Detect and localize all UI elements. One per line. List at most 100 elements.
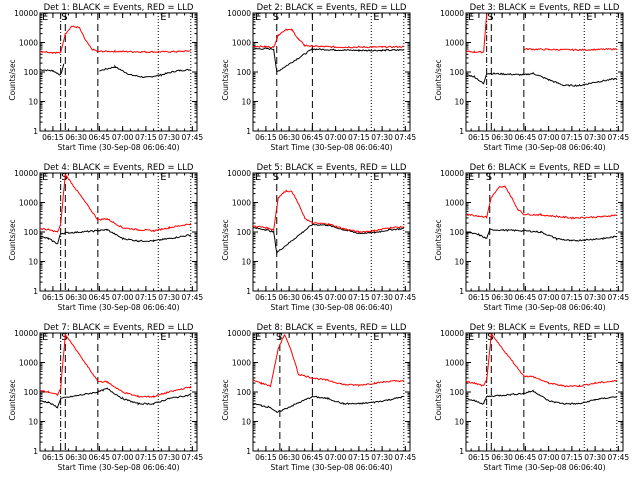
x-tick-label: 06:30 — [65, 133, 87, 142]
x-tick-label: 07:00 — [112, 453, 134, 462]
interval-marker: S — [273, 12, 279, 23]
y-axis-title: Counts/sec — [221, 219, 230, 260]
x-tick-label: 06:30 — [65, 453, 87, 462]
x-tick-label: 06:15 — [255, 453, 277, 462]
x-tick-label: 06:45 — [302, 133, 324, 142]
x-tick-label: 06:30 — [491, 133, 513, 142]
x-tick-label: 06:15 — [42, 453, 64, 462]
y-tick-label: 1 — [246, 127, 251, 136]
series-lld-line — [39, 25, 191, 54]
x-tick-label: 07:15 — [561, 133, 583, 142]
panel-title: Det 8: BLACK = Events, RED = LLD — [257, 323, 407, 333]
y-tick-label: 100 — [450, 388, 465, 397]
x-tick-label: 07:45 — [608, 293, 630, 302]
y-axis-title: Counts/sec — [434, 219, 443, 260]
x-tick-label: 06:45 — [515, 453, 537, 462]
x-tick-label: 07:45 — [395, 133, 417, 142]
x-tick-label: 07:30 — [584, 293, 606, 302]
x-tick-label: 07:00 — [538, 293, 560, 302]
interval-marker: E — [373, 12, 379, 23]
interval-marker: S — [486, 172, 492, 183]
x-tick-label: 06:30 — [278, 453, 300, 462]
y-tick-label: 10 — [241, 258, 251, 267]
series-events-line — [252, 46, 405, 73]
x-tick-label: 06:30 — [65, 293, 87, 302]
y-tick-label: 100 — [237, 228, 252, 237]
x-tick-label: 06:15 — [468, 453, 490, 462]
series-events-line — [252, 394, 404, 413]
x-tick-label: 06:30 — [491, 453, 513, 462]
y-axis-title: Counts/sec — [8, 219, 17, 260]
x-tick-label: 07:15 — [348, 133, 370, 142]
y-tick-label: 1 — [459, 127, 464, 136]
y-tick-label: 10 — [28, 418, 38, 427]
series-lld-line — [253, 334, 404, 388]
series-lld-line — [465, 185, 617, 221]
series-events-line — [39, 387, 192, 409]
y-tick-label: 10000 — [14, 169, 38, 178]
y-tick-label: 1 — [33, 287, 38, 296]
panel-title: Det 3: BLACK = Events, RED = LLD — [470, 3, 620, 13]
x-tick-label: 07:30 — [158, 133, 180, 142]
interval-marker: S — [61, 12, 67, 23]
x-tick-label: 07:15 — [561, 453, 583, 462]
x-axis-title: Start Time (30-Sep-08 06:06:40) — [271, 463, 393, 472]
y-tick-label: 1000 — [19, 39, 38, 48]
x-tick-label: 07:00 — [112, 133, 134, 142]
y-tick-label: 1 — [246, 447, 251, 456]
y-tick-label: 1 — [459, 287, 464, 296]
interval-marker: S — [487, 12, 493, 23]
x-tick-label: 06:45 — [89, 453, 111, 462]
interval-marker: E — [373, 332, 379, 343]
x-tick-label: 06:15 — [255, 133, 277, 142]
x-tick-label: 07:45 — [608, 453, 630, 462]
x-tick-label: 06:45 — [302, 293, 324, 302]
panel-title: Det 5: BLACK = Events, RED = LLD — [257, 163, 407, 173]
panel-det-4: Det 4: BLACK = Events, RED = LLD 1 10 100 10… — [8, 163, 203, 312]
y-tick-label: 1 — [33, 127, 38, 136]
x-tick-label: 06:30 — [278, 133, 300, 142]
y-tick-label: 10 — [241, 418, 251, 427]
x-tick-label: 07:30 — [584, 133, 606, 142]
y-tick-label: 10000 — [440, 169, 464, 178]
series-lld-line — [252, 189, 404, 234]
x-tick-label: 07:00 — [325, 293, 347, 302]
x-tick-label: 07:30 — [584, 453, 606, 462]
y-axis-title: Counts/sec — [221, 59, 230, 100]
y-tick-label: 10000 — [440, 329, 464, 338]
x-tick-label: 07:15 — [135, 293, 157, 302]
y-tick-label: 10000 — [227, 169, 251, 178]
panel-title: Det 7: BLACK = Events, RED = LLD — [44, 323, 194, 333]
x-tick-label: 06:45 — [89, 293, 111, 302]
y-tick-label: 100 — [24, 228, 39, 237]
y-tick-label: 1 — [33, 447, 38, 456]
series-events-line — [252, 222, 405, 255]
y-tick-label: 10 — [454, 258, 464, 267]
y-tick-label: 10000 — [227, 9, 251, 18]
x-tick-label: 07:30 — [158, 453, 180, 462]
interval-marker: E — [255, 12, 261, 23]
y-axis-title: Counts/sec — [8, 379, 17, 420]
interval-marker: S — [273, 172, 279, 183]
y-tick-label: 1000 — [445, 39, 464, 48]
interval-marker: E — [160, 172, 166, 183]
x-tick-label: 06:45 — [302, 453, 324, 462]
interval-marker: E — [42, 332, 48, 343]
x-tick-label: 06:15 — [255, 293, 277, 302]
y-tick-label: 1000 — [232, 199, 251, 208]
y-tick-label: 10 — [454, 418, 464, 427]
y-tick-label: 10 — [28, 258, 38, 267]
y-axis-title: Counts/sec — [221, 379, 230, 420]
x-axis-title: Start Time (30-Sep-08 06:06:40) — [271, 143, 393, 152]
y-tick-label: 100 — [450, 228, 465, 237]
x-tick-label: 07:30 — [371, 133, 393, 142]
panel-det-1: Det 1: BLACK = Events, RED = LLD 1 10 100 10… — [8, 3, 203, 152]
series-events-line — [465, 71, 618, 87]
y-tick-label: 100 — [450, 68, 465, 77]
x-axis-title: Start Time (30-Sep-08 06:06:40) — [58, 303, 180, 312]
x-tick-label: 06:30 — [278, 293, 300, 302]
y-axis-title: Counts/sec — [434, 379, 443, 420]
y-tick-label: 10 — [241, 98, 251, 107]
